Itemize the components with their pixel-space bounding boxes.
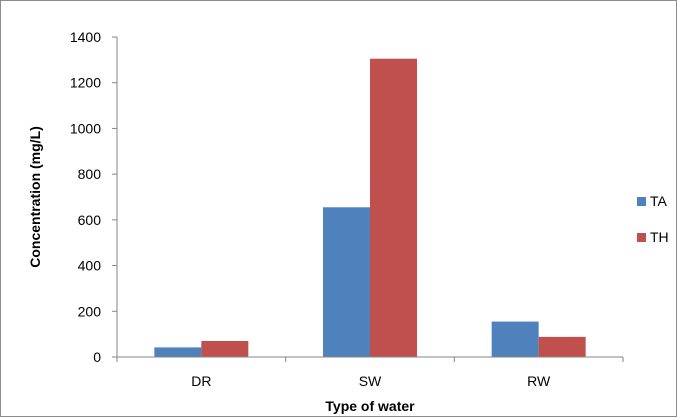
bar-th-sw: [370, 58, 417, 357]
y-tick-label: 1200: [70, 75, 101, 91]
x-axis-ticks: DR SW RW: [116, 357, 624, 389]
legend-swatch-th: [637, 233, 646, 242]
x-axis-title: Type of water: [325, 398, 415, 414]
y-tick-label: 400: [78, 258, 102, 274]
legend-swatch-ta: [637, 197, 646, 206]
y-tick-label: 200: [78, 303, 102, 319]
y-tick-label: 800: [78, 166, 102, 182]
y-tick-label: 1400: [70, 29, 101, 45]
bar-ta-sw: [323, 207, 370, 357]
bar-ta-dr: [154, 347, 202, 357]
legend-label-ta: TA: [650, 193, 668, 209]
y-axis-title: Concentration (mg/L): [27, 126, 43, 268]
bar-th-rw: [538, 336, 586, 357]
x-tick-label: SW: [359, 373, 382, 389]
y-tick-label: 1000: [70, 120, 101, 136]
legend: TA TH: [637, 193, 669, 245]
y-tick-label: 0: [93, 349, 101, 365]
bars-group: [154, 58, 586, 357]
legend-label-th: TH: [650, 229, 669, 245]
bar-th-dr: [201, 341, 249, 357]
x-tick-label: DR: [191, 373, 211, 389]
bar-ta-rw: [491, 321, 539, 357]
x-tick-label: RW: [527, 373, 551, 389]
y-axis-ticks: 0 200 400 600 800 1000 1200 1400: [70, 29, 117, 365]
y-tick-label: 600: [78, 212, 102, 228]
